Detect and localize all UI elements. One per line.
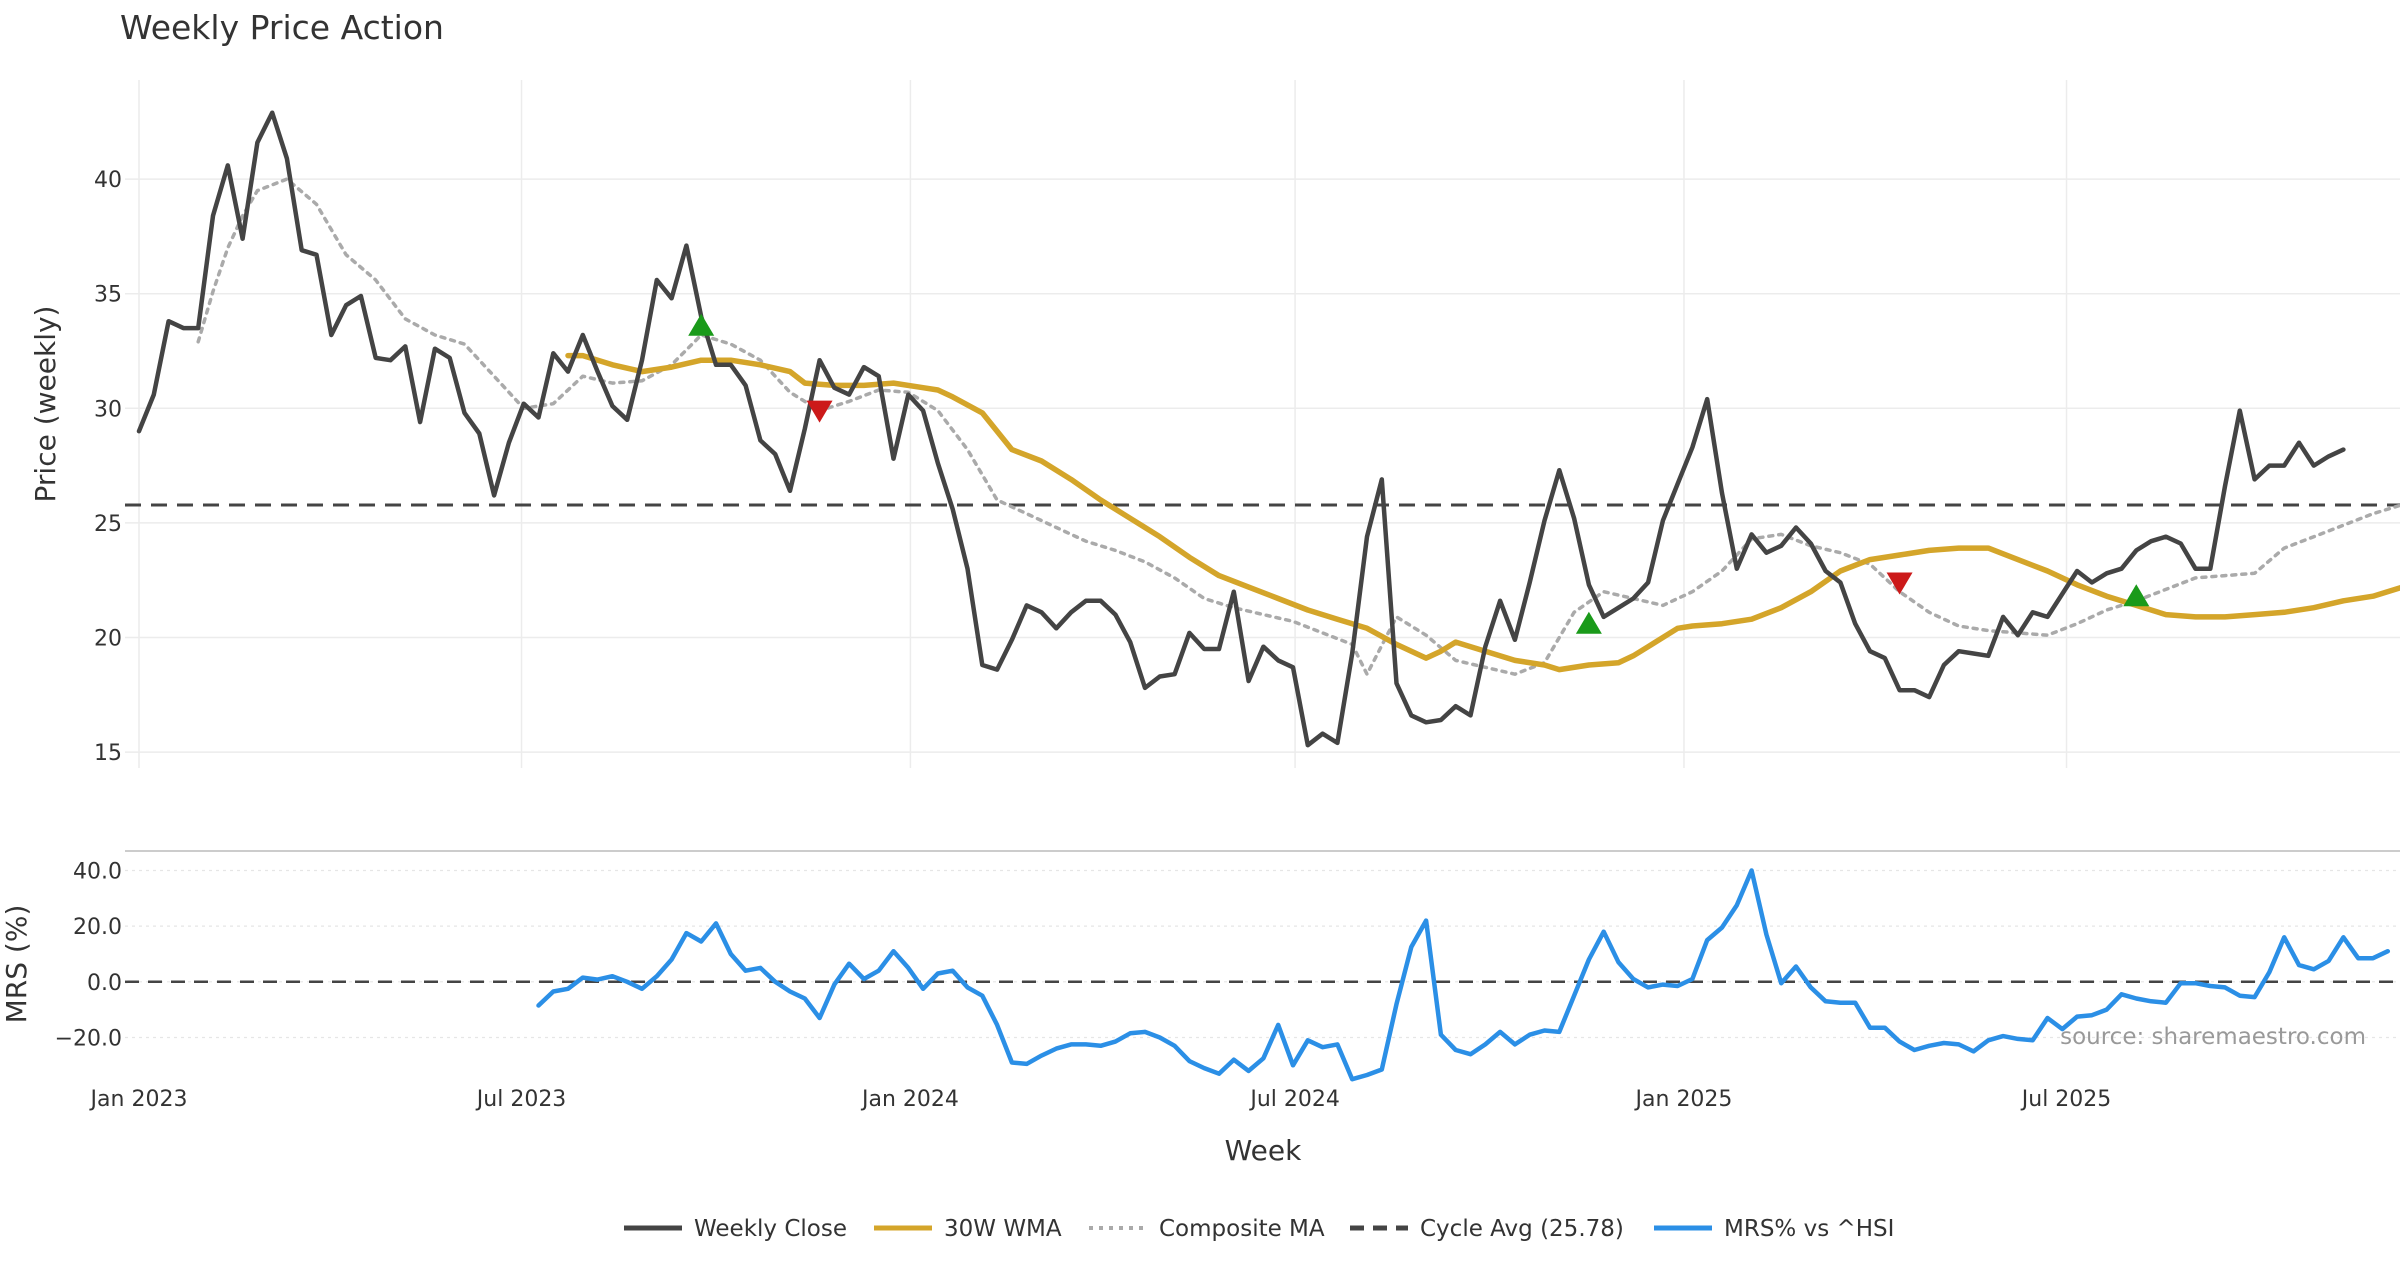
buy-signal-marker <box>1575 611 1602 634</box>
x-tick-label: Jul 2025 <box>2020 1087 2112 1112</box>
price-y-tick-label: 25 <box>94 512 122 537</box>
legend: Weekly Close 30W WMA Composite MA Cycle Avg… <box>624 1216 1894 1242</box>
price-y-tick-label: 35 <box>94 283 122 308</box>
source-note: source: sharemaestro.com <box>2060 1024 2366 1050</box>
price-signals-layer <box>688 313 2150 634</box>
buy-signal-marker <box>2123 584 2150 607</box>
x-tick-label: Jul 2023 <box>475 1087 567 1112</box>
series-line-mrs <box>536 868 2391 1082</box>
mrs-y-tick-label: −20.0 <box>55 1026 122 1051</box>
price-y-tick-label: 15 <box>94 741 122 766</box>
legend-label: Composite MA <box>1159 1216 1325 1242</box>
sell-signal-marker <box>806 400 833 423</box>
legend-label: Weekly Close <box>694 1216 847 1242</box>
legend-label: Cycle Avg (25.78) <box>1420 1216 1624 1242</box>
x-tick-label: Jul 2024 <box>1248 1087 1340 1112</box>
x-tick-label: Jan 2024 <box>860 1087 959 1112</box>
mrs-y-ticks: 40.0 20.0 0.0 −20.0 <box>55 859 122 1051</box>
price-lines-layer <box>136 110 2400 748</box>
price-y-tick-label: 30 <box>94 397 122 422</box>
legend-label: 30W WMA <box>944 1216 1062 1242</box>
x-tick-label: Jan 2023 <box>89 1087 188 1112</box>
mrs-y-tick-label: 40.0 <box>73 859 122 884</box>
legend-label: MRS% vs ^HSI <box>1724 1216 1894 1242</box>
price-y-tick-label: 20 <box>94 626 122 651</box>
series-line-composite-ma <box>196 177 2400 676</box>
x-axis-title: Week <box>1225 1134 1302 1167</box>
price-y-axis-title: Price (weekly) <box>29 306 62 503</box>
price-y-tick-label: 40 <box>94 168 122 193</box>
price-y-ticks: 15 20 25 30 35 40 <box>94 168 122 766</box>
mrs-y-tick-label: 20.0 <box>73 915 122 940</box>
mrs-lines-layer <box>536 868 2391 1082</box>
chart-title: Weekly Price Action <box>120 8 444 47</box>
x-ticks: Jan 2023 Jul 2023 Jan 2024 Jul 2024 Jan 2025… <box>89 1087 2112 1112</box>
series-line-30w-wma <box>565 352 2400 673</box>
buy-signal-marker <box>688 313 715 336</box>
series-line-weekly-close <box>136 110 2346 748</box>
price-grid <box>125 80 2400 768</box>
sell-signal-marker <box>1886 572 1913 595</box>
x-tick-label: Jan 2025 <box>1634 1087 1733 1112</box>
mrs-y-axis-title: MRS (%) <box>0 905 33 1024</box>
mrs-y-tick-label: 0.0 <box>87 971 122 996</box>
